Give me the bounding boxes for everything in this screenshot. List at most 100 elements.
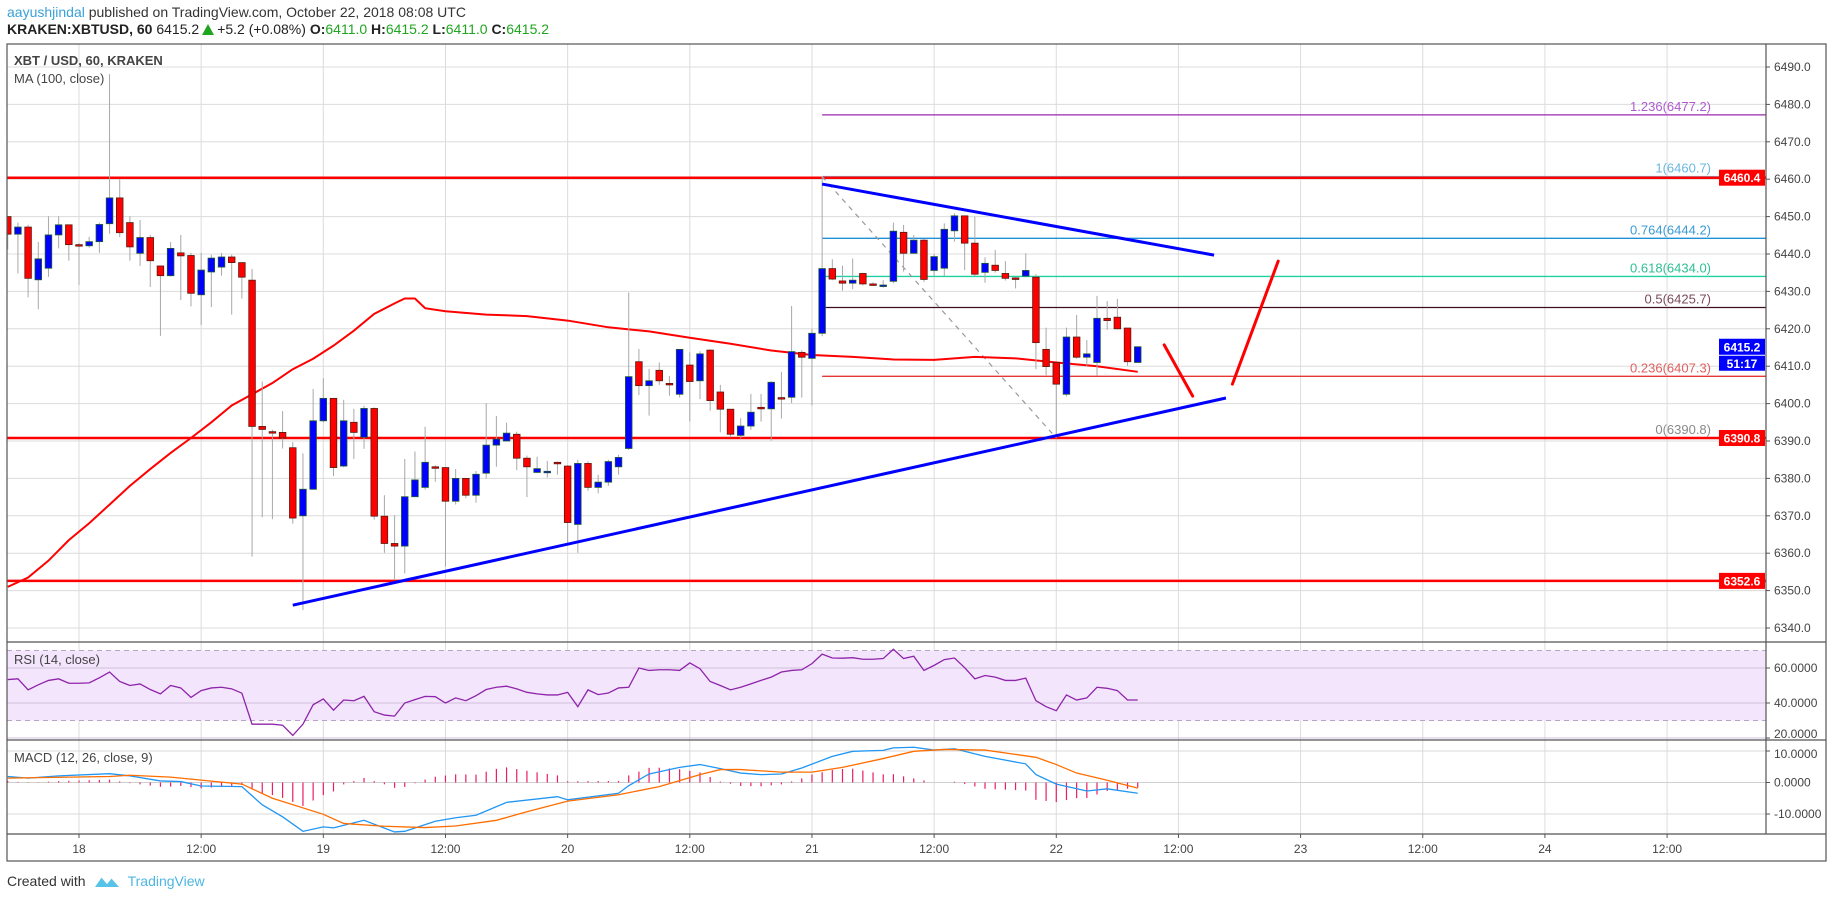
candle-up: [166, 247, 175, 277]
rsi-band: [7, 650, 1766, 739]
candle-down: [248, 279, 256, 427]
price-tick-label: 6490.0: [1774, 60, 1811, 74]
axes[interactable]: 6340.0 6350.0 6360.0 6370.0 6380.0 6390.0 6400…: [72, 60, 1821, 856]
quote-line: KRAKEN:XBTUSD, 60 6415.2 +5.2 (+0.08%) O:…: [7, 21, 549, 37]
candle-down: [523, 457, 531, 468]
rsi-tick-label: 40.0000: [1774, 696, 1818, 710]
candle-down: [665, 383, 674, 386]
ma-legend[interactable]: MA (100, close): [14, 71, 105, 86]
price-badge-label[interactable]: 6390.8: [1724, 432, 1761, 446]
candle-down: [1123, 327, 1132, 363]
candle-down: [777, 397, 786, 400]
candle-up: [604, 461, 613, 483]
candle-up: [1062, 336, 1071, 395]
time-tick-label: 21: [805, 842, 819, 856]
price-badge-label[interactable]: 6415.2: [1724, 340, 1761, 354]
rsi-tick-label: 60.0000: [1774, 661, 1818, 675]
candle-down: [960, 215, 969, 244]
candle-up: [502, 432, 511, 442]
candle-up: [574, 463, 582, 525]
chart-frame: [6, 43, 1827, 862]
time-tick-label: 24: [1538, 842, 1552, 856]
candle-up: [95, 224, 104, 243]
candle-down: [798, 351, 806, 358]
candle-down: [1052, 362, 1060, 385]
candle-down: [278, 431, 287, 439]
candle-up: [451, 477, 460, 502]
price-badge-bg[interactable]: [1719, 430, 1765, 447]
fib-level-label: 0.236(6407.3): [1630, 360, 1711, 375]
candle-down: [350, 421, 358, 433]
fib-level-label: 1(6460.7): [1655, 161, 1711, 176]
fib-level-label: 1.236(6477.2): [1630, 99, 1711, 114]
macd-legend[interactable]: MACD (12, 26, close, 9): [14, 750, 153, 765]
candle-up: [136, 237, 144, 254]
price-tick-label: 6430.0: [1774, 284, 1811, 298]
main-legend[interactable]: XBT / USD, 60, KRAKEN: [14, 53, 163, 68]
candle-down: [146, 237, 154, 262]
price-badge-bg[interactable]: [1719, 169, 1765, 186]
candle-down: [1113, 316, 1122, 330]
candle-down: [1001, 273, 1010, 279]
projection-arrow-line[interactable]: [1230, 259, 1280, 386]
rsi-band-fill: [7, 650, 1766, 721]
candle-down: [390, 543, 399, 547]
candle-up: [675, 348, 684, 395]
fib-level-label: 0.764(6444.2): [1630, 222, 1711, 237]
candle-down: [380, 515, 389, 544]
candle-up: [808, 332, 816, 359]
annotations[interactable]: 1.236(6477.2) 1(6460.7) 0.764(6444.2) 0.618…: [7, 99, 1766, 583]
candle-down: [1011, 277, 1020, 280]
macd-layer: [7, 746, 1766, 833]
candle-down: [126, 222, 134, 248]
candle-up: [401, 496, 409, 547]
price-badge-bg[interactable]: [1719, 572, 1765, 589]
candle-up: [1083, 353, 1091, 358]
time-tick-label: 23: [1294, 842, 1308, 856]
candle-up: [421, 461, 429, 488]
candle-up: [1093, 317, 1101, 363]
price-tick-label: 6360.0: [1774, 546, 1811, 560]
candle-down: [553, 461, 562, 465]
candle-up: [625, 376, 633, 449]
time-tick-label: 12:00: [430, 842, 460, 856]
candle-up: [737, 425, 745, 436]
candle-down: [513, 433, 521, 459]
rsi-legend[interactable]: RSI (14, close): [14, 652, 100, 667]
candle-down: [227, 256, 236, 264]
trendline[interactable]: [292, 396, 1227, 607]
tradingview-link[interactable]: TradingView: [127, 873, 205, 889]
low-value: 6411.0: [445, 21, 488, 37]
fib-level-label: 0.5(6425.7): [1645, 291, 1712, 306]
author-link[interactable]: aayushjindal: [7, 4, 85, 20]
price-badge-label[interactable]: 6352.6: [1724, 574, 1761, 588]
candle-up: [879, 284, 887, 287]
price-tick-label: 6340.0: [1774, 621, 1811, 635]
published-text: published on TradingView.com, October 22…: [88, 4, 466, 20]
rsi-line: [7, 648, 1138, 737]
candle-up: [645, 380, 653, 387]
rsi-layer: [7, 648, 1138, 737]
price-badge-bg[interactable]: [1719, 338, 1765, 355]
fib-trend-dashed-line[interactable]: [821, 176, 1057, 439]
candle-up: [44, 234, 53, 269]
countdown-bg: [1719, 355, 1765, 371]
candle-up: [594, 481, 602, 488]
price-tick-label: 6460.0: [1774, 172, 1811, 186]
candle-up: [910, 239, 918, 254]
time-tick-label: 20: [561, 842, 575, 856]
candle-up: [950, 215, 959, 232]
candle-down: [635, 361, 643, 387]
trendline[interactable]: [821, 182, 1215, 257]
projection-arrow-line[interactable]: [1162, 343, 1195, 398]
candle-up: [1134, 346, 1142, 363]
footer: Created with TradingView: [7, 873, 205, 889]
candle-down: [869, 283, 877, 286]
price-badge-label[interactable]: 6460.4: [1724, 171, 1761, 185]
trend-annotations[interactable]: [292, 182, 1280, 607]
candle-up: [207, 257, 216, 273]
candle-down: [7, 216, 12, 235]
candle-down: [920, 239, 928, 280]
time-tick-label: 12:00: [1163, 842, 1193, 856]
